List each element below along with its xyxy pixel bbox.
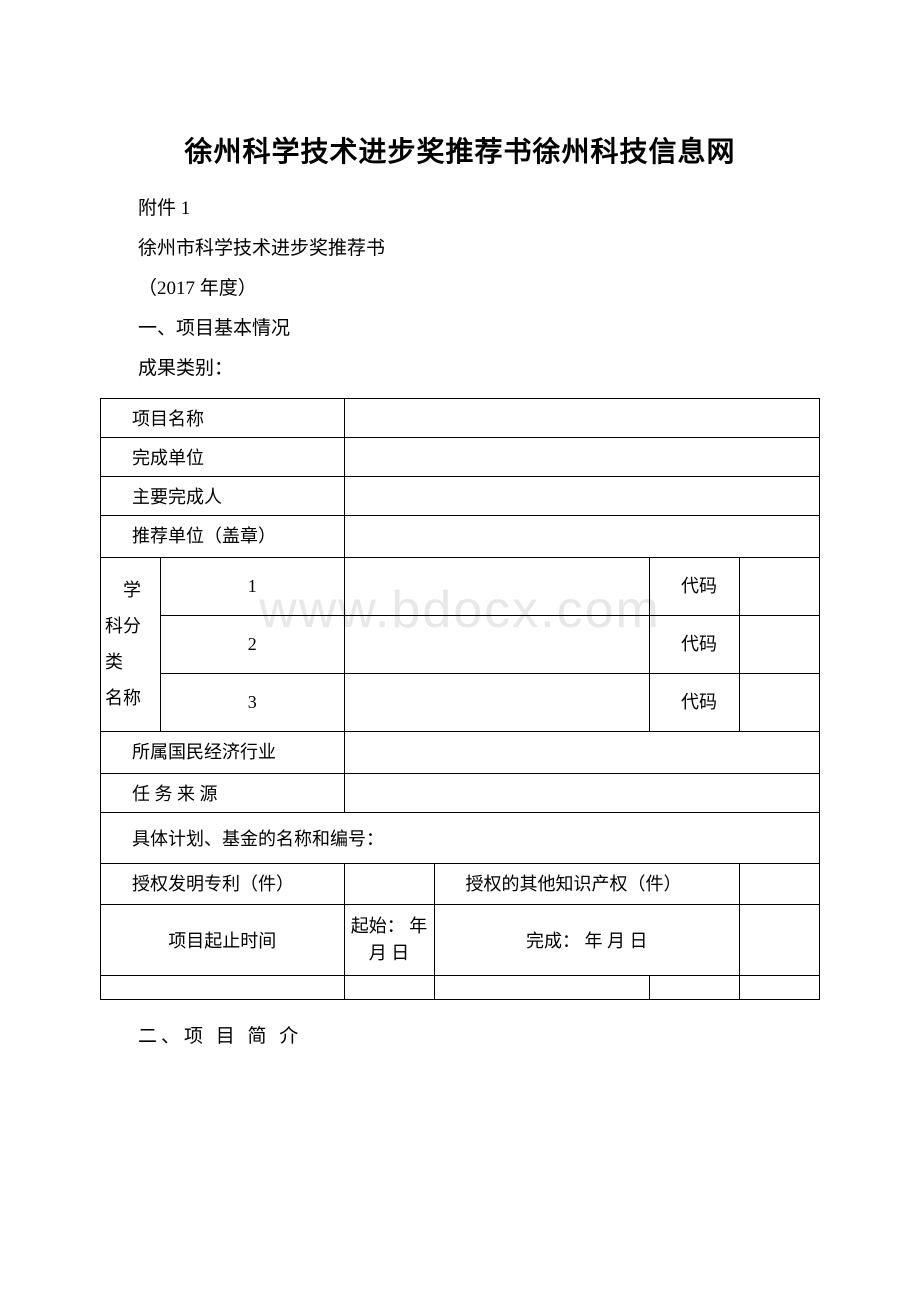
table-row: 2 代码 [101, 615, 820, 673]
empty-cell-1 [101, 976, 345, 1000]
discipline-name-1 [344, 557, 649, 615]
time-start: 起始： 年 月 日 [344, 905, 434, 976]
main-completer-label: 主要完成人 [101, 477, 345, 516]
year-label: （2017 年度） [100, 270, 820, 308]
discipline-num-2: 2 [161, 615, 345, 673]
project-name-value [344, 399, 819, 438]
discipline-code-label-2: 代码 [649, 615, 739, 673]
industry-label: 所属国民经济行业 [101, 731, 345, 773]
discipline-num-3: 3 [161, 673, 345, 731]
table-row: 项目名称 [101, 399, 820, 438]
completion-unit-label: 完成单位 [101, 438, 345, 477]
table-row: 主要完成人 [101, 477, 820, 516]
table-row: 任 务 来 源 [101, 773, 820, 812]
table-row: 项目起止时间 起始： 年 月 日 完成： 年 月 日 [101, 905, 820, 976]
table-row: 3 代码 [101, 673, 820, 731]
patent-right-value [740, 863, 820, 905]
project-info-table: 项目名称 完成单位 主要完成人 推荐单位（盖章） 学科分类 名称 1 代码 2 [100, 398, 820, 1000]
subtitle: 徐州市科学技术进步奖推荐书 [100, 230, 820, 268]
attachment-label: 附件 1 [100, 190, 820, 228]
completion-unit-value [344, 438, 819, 477]
document-content: 徐州科学技术进步奖推荐书徐州科技信息网 附件 1 徐州市科学技术进步奖推荐书 （… [100, 130, 820, 1056]
table-row [101, 976, 820, 1000]
discipline-code-value-3 [739, 673, 819, 731]
recommend-unit-label: 推荐单位（盖章） [101, 516, 345, 558]
empty-cell-3 [434, 976, 649, 1000]
section-2-heading: 二、项 目 简 介 [100, 1018, 820, 1056]
table-row: 授权发明专利（件） 授权的其他知识产权（件） [101, 863, 820, 905]
time-end: 完成： 年 月 日 [434, 905, 739, 976]
project-name-label: 项目名称 [101, 399, 345, 438]
section-1-heading: 一、项目基本情况 [100, 310, 820, 348]
time-extra [740, 905, 820, 976]
result-type-label: 成果类别： [100, 350, 820, 388]
discipline-code-value-1 [739, 557, 819, 615]
discipline-code-label-1: 代码 [649, 557, 739, 615]
empty-cell-5 [739, 976, 819, 1000]
discipline-name-2 [344, 615, 649, 673]
table-row: 学科分类 名称 1 代码 [101, 557, 820, 615]
discipline-header-text: 学科分类 [105, 580, 141, 672]
discipline-name-3 [344, 673, 649, 731]
empty-cell-4 [649, 976, 739, 1000]
patent-right-label: 授权的其他知识产权（件） [434, 863, 739, 905]
patent-left-label: 授权发明专利（件） [101, 863, 345, 905]
discipline-code-label-3: 代码 [649, 673, 739, 731]
table-row: 完成单位 [101, 438, 820, 477]
table-row: 具体计划、基金的名称和编号： [101, 812, 820, 863]
time-label: 项目起止时间 [101, 905, 345, 976]
discipline-num-1: 1 [161, 557, 345, 615]
patent-left-value [344, 863, 434, 905]
empty-cell-2 [344, 976, 434, 1000]
discipline-code-value-2 [739, 615, 819, 673]
task-source-label: 任 务 来 源 [101, 773, 345, 812]
task-source-value [344, 773, 819, 812]
plan-fund-label: 具体计划、基金的名称和编号： [101, 812, 820, 863]
discipline-header: 学科分类 名称 [101, 557, 161, 731]
page-title: 徐州科学技术进步奖推荐书徐州科技信息网 [100, 130, 820, 170]
main-completer-value [344, 477, 819, 516]
table-row: 所属国民经济行业 [101, 731, 820, 773]
table-row: 推荐单位（盖章） [101, 516, 820, 558]
industry-value [344, 731, 819, 773]
discipline-subheader-text: 名称 [105, 688, 141, 708]
recommend-unit-value [344, 516, 819, 558]
